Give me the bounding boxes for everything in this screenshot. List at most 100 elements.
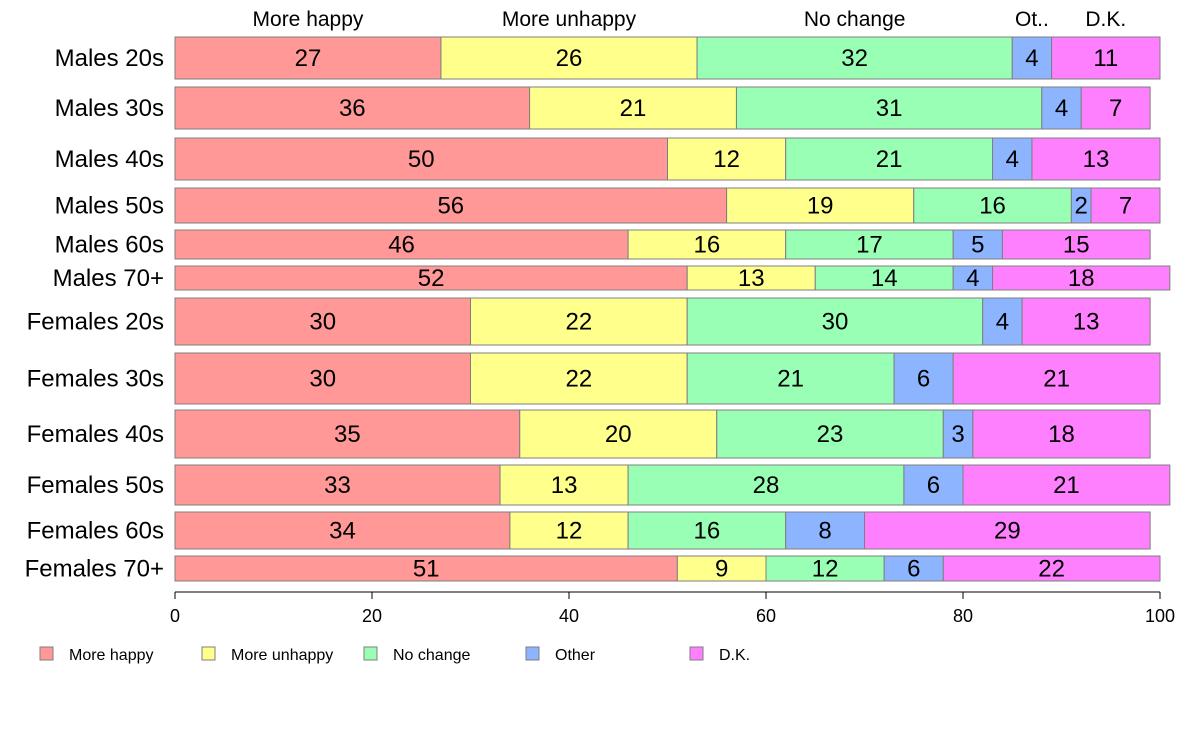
bar-segment-females-50s-d-k bbox=[962, 464, 1171, 506]
x-tick-label-60: 60 bbox=[756, 606, 776, 626]
top-label-other: Ot.. bbox=[1015, 8, 1049, 31]
bar-segment-males-20s-more-unhappy bbox=[440, 36, 698, 80]
data-label-males-40s-other: 4 bbox=[1006, 146, 1019, 173]
data-label-males-70-d-k: 18 bbox=[1068, 265, 1095, 292]
bar-row-males-50s: 56 19 16 2 7 bbox=[174, 187, 1161, 224]
bar-segment-males-30s-d-k bbox=[1080, 86, 1151, 130]
bar-segment-females-30s-no-change bbox=[686, 352, 895, 405]
bar-row-females-70: 51 9 12 6 22 bbox=[174, 555, 1161, 583]
top-label-no-change: No change bbox=[804, 8, 906, 31]
data-label-females-40s-more-happy: 35 bbox=[334, 421, 361, 448]
bar-segment-males-60s-more-unhappy bbox=[627, 229, 787, 260]
row-labels: Males 20s Males 30s Males 40s Males 50s Male… bbox=[25, 45, 164, 583]
bar-segment-males-70-more-happy bbox=[174, 265, 688, 291]
row-label-females-30s: Females 30s bbox=[27, 366, 164, 393]
data-label-males-20s-no-change: 32 bbox=[841, 45, 868, 72]
data-label-males-30s-no-change: 31 bbox=[876, 95, 903, 122]
data-label-males-20s-more-happy: 27 bbox=[295, 45, 322, 72]
data-label-females-30s-more-happy: 30 bbox=[309, 366, 336, 393]
bar-segment-females-70-no-change bbox=[765, 555, 885, 582]
row-label-males-70: Males 70+ bbox=[53, 265, 164, 292]
data-label-males-40s-more-unhappy: 12 bbox=[713, 146, 740, 173]
row-label-females-70: Females 70+ bbox=[25, 556, 164, 583]
bar-segment-females-50s-more-unhappy bbox=[499, 464, 629, 506]
bar-segment-females-60s-d-k bbox=[864, 511, 1151, 550]
bar-segment-males-30s-more-happy bbox=[174, 86, 531, 130]
row-label-males-20s: Males 20s bbox=[55, 45, 164, 72]
data-label-females-70-more-unhappy: 9 bbox=[715, 556, 728, 583]
data-label-males-30s-d-k: 7 bbox=[1109, 95, 1122, 122]
data-label-females-50s-more-unhappy: 13 bbox=[551, 472, 578, 499]
row-label-females-50s: Females 50s bbox=[27, 472, 164, 499]
bar-segment-females-60s-more-unhappy bbox=[509, 511, 629, 550]
bar-segment-females-70-other bbox=[883, 555, 944, 582]
data-label-males-60s-more-unhappy: 16 bbox=[694, 232, 721, 259]
legend-swatch-other bbox=[525, 646, 540, 661]
legend-label-no-change: No change bbox=[393, 647, 470, 664]
data-label-females-60s-more-unhappy: 12 bbox=[556, 518, 583, 545]
data-label-males-50s-no-change: 16 bbox=[979, 193, 1006, 220]
legend-label-other: Other bbox=[555, 647, 596, 664]
bar-segment-males-40s-other bbox=[992, 137, 1033, 181]
data-label-males-50s-more-unhappy: 19 bbox=[807, 193, 834, 220]
data-label-females-50s-no-change: 28 bbox=[753, 472, 780, 499]
bar-row-males-20s: 27 26 32 4 11 bbox=[174, 36, 1161, 80]
data-label-females-30s-no-change: 21 bbox=[777, 366, 804, 393]
bar-segment-males-50s-d-k bbox=[1090, 187, 1161, 224]
data-label-females-30s-other: 6 bbox=[917, 366, 930, 393]
data-label-females-50s-d-k: 21 bbox=[1053, 472, 1080, 499]
data-label-females-40s-more-unhappy: 20 bbox=[605, 421, 632, 448]
top-labels: More happy More unhappy No change Ot.. D.K. bbox=[253, 8, 1127, 31]
data-label-males-40s-more-happy: 50 bbox=[408, 146, 435, 173]
data-label-males-40s-d-k: 13 bbox=[1083, 146, 1110, 173]
bar-segment-females-20s-d-k bbox=[1021, 297, 1151, 346]
data-label-females-70-other: 6 bbox=[907, 556, 920, 583]
legend-label-more-unhappy: More unhappy bbox=[231, 647, 333, 664]
data-label-males-70-more-unhappy: 13 bbox=[738, 265, 765, 292]
bar-row-females-40s: 35 20 23 3 18 bbox=[174, 409, 1151, 459]
x-tick-label-0: 0 bbox=[170, 606, 180, 626]
bar-row-males-30s: 36 21 31 4 7 bbox=[174, 86, 1151, 130]
data-label-males-60s-other: 5 bbox=[971, 232, 984, 259]
bar-segment-females-20s-more-happy bbox=[174, 297, 471, 346]
bar-segment-females-70-d-k bbox=[942, 555, 1161, 582]
legend-label-more-happy: More happy bbox=[69, 647, 154, 664]
bar-row-males-40s: 50 12 21 4 13 bbox=[174, 137, 1161, 181]
data-label-females-70-no-change: 12 bbox=[812, 556, 839, 583]
bar-segment-females-40s-other bbox=[942, 409, 974, 459]
top-label-d-k: D.K. bbox=[1085, 8, 1126, 31]
bar-segment-females-30s-more-happy bbox=[174, 352, 471, 405]
bar-segment-males-20s-more-happy bbox=[174, 36, 442, 80]
bar-segment-males-40s-more-unhappy bbox=[667, 137, 787, 181]
bar-segment-males-30s-more-unhappy bbox=[529, 86, 737, 130]
x-tick-label-100: 100 bbox=[1145, 606, 1175, 626]
legend-item-other: Other bbox=[525, 646, 596, 664]
data-label-females-20s-more-unhappy: 22 bbox=[565, 309, 592, 336]
row-label-females-40s: Females 40s bbox=[27, 421, 164, 448]
data-label-females-40s-no-change: 23 bbox=[817, 421, 844, 448]
legend-item-more-unhappy: More unhappy bbox=[201, 646, 333, 664]
bar-segment-females-50s-no-change bbox=[627, 464, 905, 506]
bar-segment-males-70-d-k bbox=[992, 265, 1171, 291]
data-label-males-70-no-change: 14 bbox=[871, 265, 898, 292]
x-tick-label-20: 20 bbox=[362, 606, 382, 626]
data-label-males-20s-d-k: 11 bbox=[1093, 45, 1118, 72]
top-label-more-unhappy: More unhappy bbox=[502, 8, 637, 31]
data-label-females-50s-more-happy: 33 bbox=[324, 472, 351, 499]
bar-row-females-50s: 33 13 28 6 21 bbox=[174, 464, 1171, 506]
bar-segment-females-40s-no-change bbox=[716, 409, 944, 459]
bar-segment-females-50s-more-happy bbox=[174, 464, 501, 506]
data-label-females-60s-other: 8 bbox=[818, 518, 831, 545]
data-label-females-70-d-k: 22 bbox=[1038, 556, 1065, 583]
bar-segment-males-30s-no-change bbox=[735, 86, 1043, 130]
bar-segment-males-50s-more-happy bbox=[174, 187, 728, 224]
data-label-females-40s-other: 3 bbox=[951, 421, 964, 448]
bar-segment-females-40s-more-unhappy bbox=[519, 409, 718, 459]
legend-swatch-d-k bbox=[689, 646, 704, 661]
row-label-females-60s: Females 60s bbox=[27, 518, 164, 545]
bar-segment-females-40s-d-k bbox=[972, 409, 1151, 459]
row-label-males-60s: Males 60s bbox=[55, 232, 164, 259]
bar-row-females-20s: 30 22 30 4 13 bbox=[174, 297, 1151, 346]
